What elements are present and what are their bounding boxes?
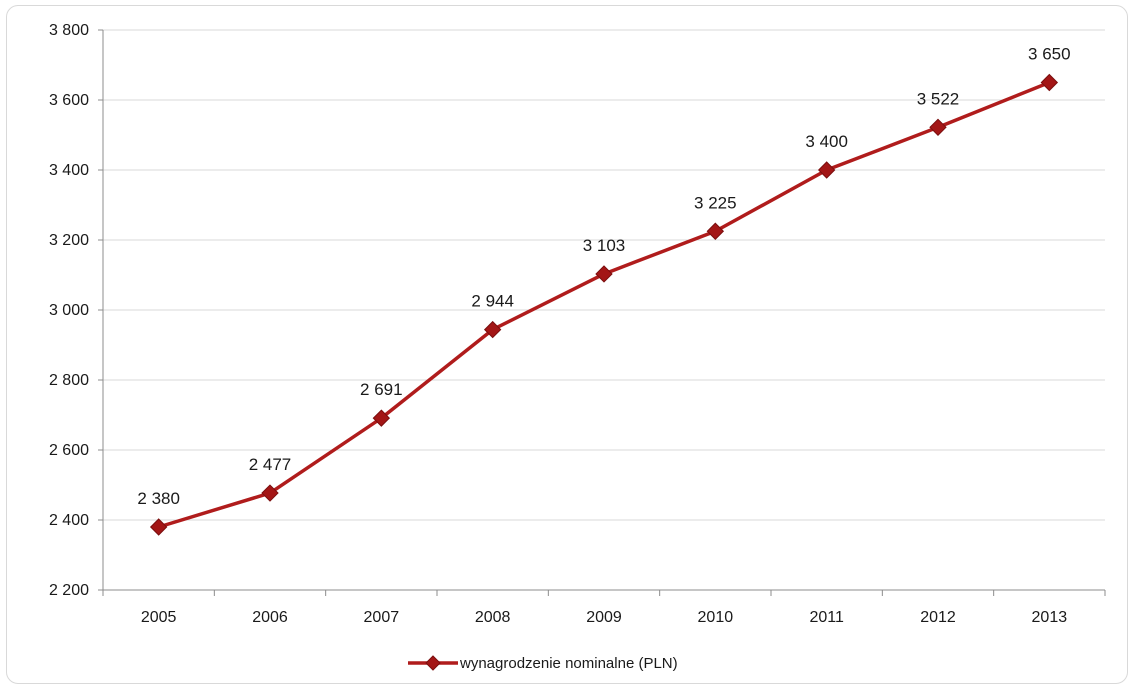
x-tick-label: 2006 (252, 609, 288, 626)
data-label: 3 103 (583, 236, 626, 255)
x-tick-labels: 2005 2006 2007 2008 2009 2010 2011 2012 2013 (141, 609, 1067, 626)
data-point-marker (372, 409, 391, 427)
x-tick-label: 2009 (586, 609, 622, 626)
legend: wynagrodzenie nominalne (PLN) (408, 655, 678, 672)
x-tick-label: 2007 (364, 609, 400, 626)
y-tick-label: 2 800 (49, 372, 89, 389)
series-line (156, 80, 1052, 529)
data-label: 3 400 (805, 132, 848, 151)
data-label: 2 477 (249, 455, 292, 474)
data-label: 3 225 (694, 193, 737, 212)
data-label: 2 380 (137, 489, 180, 508)
legend-marker (425, 655, 441, 671)
data-point-marker (595, 265, 613, 283)
data-label: 3 522 (917, 89, 960, 108)
x-tick-label: 2010 (698, 609, 734, 626)
legend-label: wynagrodzenie nominalne (PLN) (459, 655, 678, 672)
data-label: 3 650 (1028, 45, 1071, 64)
data-point-marker (261, 484, 279, 502)
data-labels: 2 380 2 477 2 691 2 944 3 103 3 225 3 400 3 522… (137, 45, 1070, 509)
series (149, 73, 1059, 536)
y-tick-label: 2 400 (49, 512, 89, 529)
data-label: 2 691 (360, 380, 403, 399)
x-tick-label: 2012 (920, 609, 956, 626)
y-tick-label: 3 000 (49, 302, 89, 319)
data-point-marker (149, 518, 168, 536)
axes (98, 29, 1106, 596)
chart-frame (6, 5, 1128, 684)
y-tick-label: 3 400 (49, 162, 89, 179)
x-tick-label: 2011 (809, 609, 844, 626)
y-tick-label: 3 600 (49, 92, 89, 109)
x-tick-label: 2008 (475, 609, 511, 626)
x-tick-label: 2005 (141, 609, 177, 626)
y-tick-label: 3 800 (49, 22, 89, 39)
data-point-marker (929, 118, 947, 137)
y-tick-label: 3 200 (49, 232, 89, 249)
data-point-marker (1040, 73, 1059, 92)
y-tick-labels: 2 200 2 400 2 600 2 800 3 000 3 200 3 400 3 600… (49, 22, 89, 599)
data-point-marker (706, 222, 725, 240)
gridlines (103, 29, 1105, 521)
x-tick-label: 2013 (1032, 609, 1068, 626)
data-label: 2 944 (471, 292, 514, 311)
y-tick-label: 2 600 (49, 442, 89, 459)
y-tick-label: 2 200 (49, 582, 89, 599)
data-point-marker (483, 320, 502, 339)
data-point-marker (817, 161, 836, 179)
